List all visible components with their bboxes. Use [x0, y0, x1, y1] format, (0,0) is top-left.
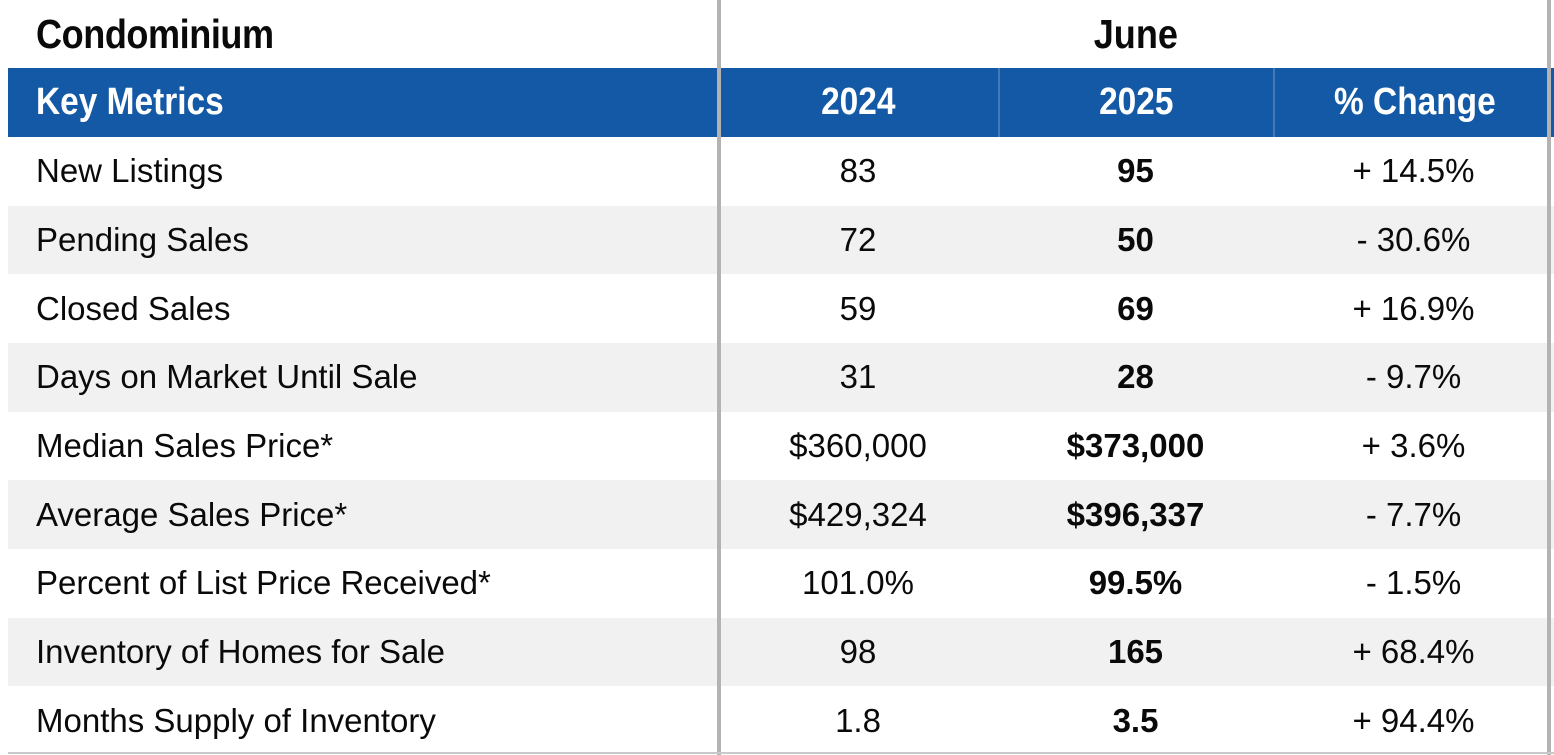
right-border-line — [1547, 0, 1551, 755]
header-percent-change: % Change — [1273, 68, 1554, 137]
value-2024: $360,000 — [789, 427, 927, 465]
value-2024: 31 — [839, 358, 877, 396]
metric-label: Days on Market Until Sale — [36, 358, 418, 396]
value-2025: 95 — [1117, 152, 1154, 190]
table-row: New Listings 83 95 + 14.5% — [0, 137, 1554, 206]
metric-label: Average Sales Price* — [36, 495, 348, 533]
value-2024: 98 — [839, 633, 877, 671]
metric-label: Months Supply of Inventory — [36, 701, 436, 739]
table-row: Months Supply of Inventory 1.8 3.5 + 94.… — [0, 686, 1554, 755]
value-2024: 72 — [839, 221, 877, 258]
metric-label: Pending Sales — [36, 221, 249, 258]
value-2024: 83 — [839, 152, 877, 190]
value-2025: 3.5 — [1112, 701, 1159, 739]
report-title: Condominium — [0, 11, 718, 58]
table-row: Pending Sales 72 50 - 30.6% — [0, 205, 1554, 275]
bottom-border-line — [8, 752, 1554, 754]
value-2024: $429,324 — [789, 495, 927, 533]
value-2024: 101.0% — [802, 564, 914, 602]
value-2025: $396,337 — [1066, 495, 1205, 533]
value-2025: $373,000 — [1066, 427, 1205, 465]
metric-label: Closed Sales — [36, 289, 231, 327]
value-2024: 1.8 — [835, 701, 881, 739]
table-row: Average Sales Price* $429,324 $396,337 -… — [0, 480, 1554, 550]
header-key-metrics: Key Metrics — [36, 81, 224, 123]
value-percent-change: + 68.4% — [1352, 633, 1475, 671]
value-percent-change: - 30.6% — [1356, 221, 1471, 258]
month-title-text: June — [1093, 10, 1179, 57]
value-percent-change: - 1.5% — [1365, 564, 1462, 602]
value-2025: 99.5% — [1088, 564, 1183, 602]
table-row: Closed Sales 59 69 + 16.9% — [0, 274, 1554, 343]
header-2025: 2025 — [998, 68, 1273, 137]
table-header-row: Key Metrics 2024 2025 % Change — [0, 68, 1554, 137]
value-2025: 165 — [1107, 633, 1164, 671]
value-percent-change: - 9.7% — [1365, 358, 1462, 396]
table-row: Median Sales Price* $360,000 $373,000 + … — [0, 412, 1554, 481]
metric-label: New Listings — [36, 152, 224, 190]
metric-label: Inventory of Homes for Sale — [36, 633, 446, 671]
value-2025: 50 — [1117, 221, 1154, 258]
value-2024: 59 — [839, 289, 877, 327]
month-title: June — [718, 11, 1554, 58]
value-percent-change: - 7.7% — [1365, 495, 1462, 533]
value-2025: 69 — [1117, 289, 1154, 327]
table-row: Percent of List Price Received* 101.0% 9… — [0, 549, 1554, 618]
column-divider-line — [717, 0, 721, 755]
value-percent-change: + 94.4% — [1352, 701, 1475, 739]
header-2024: 2024 — [820, 81, 896, 123]
title-row: Condominium June — [0, 0, 1554, 68]
report-title-text: Condominium — [36, 10, 274, 57]
table-row: Inventory of Homes for Sale 98 165 + 68.… — [0, 617, 1554, 687]
metric-label: Percent of List Price Received* — [36, 564, 491, 602]
table-row: Days on Market Until Sale 31 28 - 9.7% — [0, 343, 1554, 412]
value-percent-change: + 14.5% — [1352, 152, 1475, 190]
value-2025: 28 — [1117, 358, 1154, 396]
value-percent-change: + 3.6% — [1361, 427, 1466, 465]
table-rows: New Listings 83 95 + 14.5% Pending Sales… — [0, 137, 1554, 755]
value-percent-change: + 16.9% — [1352, 289, 1475, 327]
metric-label: Median Sales Price* — [36, 427, 334, 465]
